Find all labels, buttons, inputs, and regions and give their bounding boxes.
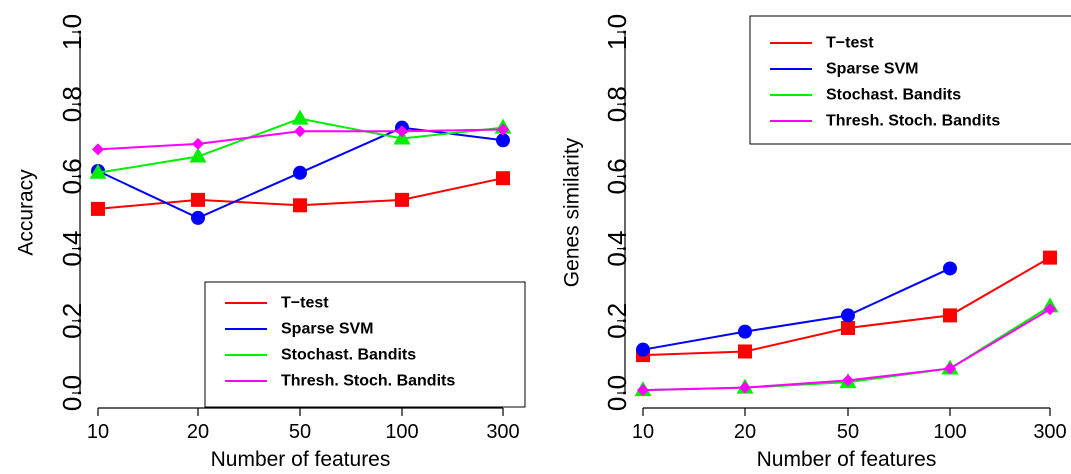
x-axis-title: Number of features [211, 448, 391, 471]
x-axis-title: Number of features [757, 448, 937, 471]
data-point-marker [92, 143, 104, 156]
y-tick-label: 1.0 [57, 14, 87, 50]
data-point-marker [943, 261, 957, 276]
legend-label: Stochast. Bandits [826, 87, 961, 104]
x-tick-label: 10 [87, 421, 109, 443]
x-tick-label: 20 [734, 421, 756, 443]
series [636, 261, 957, 357]
series-line [642, 256, 1051, 357]
data-point-marker [496, 171, 510, 186]
x-tick-label: 50 [837, 421, 859, 443]
data-point-marker [944, 362, 956, 375]
series [637, 303, 1056, 397]
data-point-marker [291, 109, 309, 125]
legend-label: Sparse SVM [826, 61, 918, 78]
legend-label: T−test [281, 295, 329, 312]
y-tick-label: 0.6 [57, 158, 87, 194]
data-point-marker [738, 344, 752, 359]
x-tick-label: 20 [187, 421, 209, 443]
x-tick-label: 300 [486, 421, 519, 443]
y-tick-label: 1.0 [602, 14, 632, 50]
data-point-marker [191, 192, 205, 207]
data-point-marker [738, 324, 752, 339]
series-line [642, 267, 951, 351]
x-tick-label: 300 [1033, 421, 1066, 443]
data-point-marker [637, 384, 649, 397]
y-tick-label: 0.0 [602, 375, 632, 411]
y-tick-label: 0.2 [57, 303, 87, 339]
data-point-marker [189, 147, 207, 163]
y-tick-label: 0.2 [602, 303, 632, 339]
data-point-marker [293, 165, 307, 180]
legend: T−test Sparse SVM Stochast. Bandits Thresh.… [204, 281, 526, 408]
data-point-marker [396, 125, 408, 138]
legend-label: Sparse SVM [281, 321, 373, 338]
y-tick-label: 0.6 [602, 158, 632, 194]
data-point-marker [89, 163, 107, 179]
data-point-marker [496, 133, 510, 148]
legend-label: Stochast. Bandits [281, 347, 416, 364]
data-point-marker [293, 198, 307, 213]
legend-label: Thresh. Stoch. Bandits [826, 113, 1000, 130]
data-point-marker [395, 192, 409, 207]
legend: T−test Sparse SVM Stochast. Bandits Thresh.… [749, 15, 1071, 145]
chart-panel-2: 0.0 0.2 0.4 0.6 0.8 1.0 10 20 50 100 300 Number of … [561, 14, 1071, 471]
series [636, 250, 1057, 363]
data-point-marker [739, 381, 751, 394]
legend-label: T−test [826, 35, 874, 52]
data-point-marker [191, 210, 205, 225]
y-axis-title: Accuracy [15, 169, 38, 256]
data-point-marker [91, 201, 105, 216]
y-tick-label: 0.0 [57, 375, 87, 411]
data-point-marker [636, 342, 650, 357]
y-tick-label: 0.8 [602, 86, 632, 122]
data-point-marker [943, 308, 957, 323]
x-tick-label: 100 [385, 421, 418, 443]
legend-label: Thresh. Stoch. Bandits [281, 373, 455, 390]
data-point-marker [842, 374, 854, 387]
data-point-marker [497, 123, 509, 136]
data-point-marker [1044, 303, 1056, 316]
data-point-marker [1043, 250, 1057, 265]
data-point-marker [841, 321, 855, 336]
legend-box [749, 15, 1071, 145]
x-tick-label: 100 [933, 421, 966, 443]
data-point-marker [294, 125, 306, 138]
x-tick-label: 50 [289, 421, 311, 443]
y-tick-label: 0.4 [57, 231, 87, 267]
y-axis-title: Genes similarity [561, 137, 584, 287]
y-tick-label: 0.8 [57, 86, 87, 122]
x-tick-label: 10 [632, 421, 654, 443]
y-tick-label: 0.4 [602, 231, 632, 267]
series [92, 123, 509, 156]
data-point-marker [192, 137, 204, 150]
data-point-marker [841, 308, 855, 323]
chart-panel-1: 0.0 0.2 0.4 0.6 0.8 1.0 10 20 50 100 300 Number of … [15, 14, 526, 471]
